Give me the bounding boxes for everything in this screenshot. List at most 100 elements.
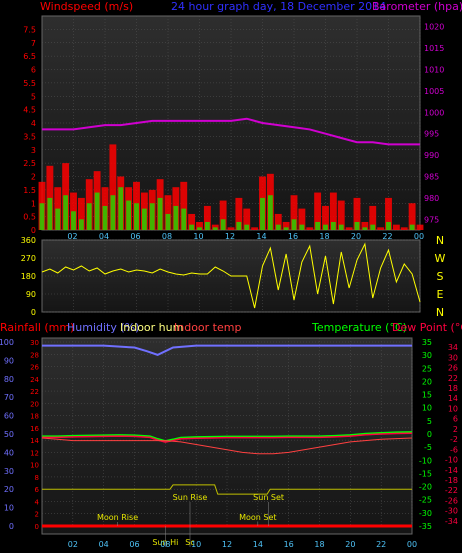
temperature-axis: -35 -30 -25 -20 -15 -10 -5 0 5 10 15 20 25 30 35: [419, 338, 432, 531]
wind-average-bar: [47, 197, 53, 230]
tick-label: 0: [35, 523, 39, 531]
tick-label: 30: [30, 339, 39, 347]
wind-average-bar: [173, 205, 179, 230]
tick-label: 7: [31, 39, 36, 48]
windspeed-bar: [369, 205, 377, 230]
annotation-label: Moon Rise: [97, 513, 138, 522]
tick-label: 2: [31, 173, 36, 182]
tick-label: 12: [222, 540, 232, 549]
tick-label: 0: [31, 308, 36, 317]
tick-label: 30: [4, 467, 14, 476]
windspeed-bar: [282, 221, 290, 230]
annotation-label: Sun Set: [253, 493, 284, 502]
tick-label: 00: [407, 540, 417, 549]
tick-label: -6: [450, 445, 458, 454]
wind-average-bar: [260, 197, 265, 230]
indoor-hum-label: Indoor hum: [120, 321, 183, 334]
tick-label: 3: [31, 146, 36, 155]
windspeed-axis: 0 0.5 1 1.5 2 2.5 3 3.5 4 4.5 5 5.5 6 6.5 7 7.5: [23, 25, 36, 235]
wind-average-bar: [39, 203, 45, 230]
tick-label: 18: [30, 413, 39, 421]
tick-label: 5.5: [23, 79, 36, 88]
windspeed-bar: [392, 224, 400, 230]
windspeed-bar: [109, 144, 117, 230]
barometer-axis: 975 980 985 990 995 1000 1005 1010 1015 1020: [424, 23, 444, 225]
tick-label: -30: [445, 507, 458, 516]
tick-label: 02: [67, 232, 77, 241]
tick-label: 14: [448, 394, 458, 403]
tick-label: 06: [129, 540, 139, 549]
tick-label: 990: [424, 151, 439, 160]
tick-label: 6: [35, 486, 40, 494]
tick-label: 6: [453, 415, 458, 424]
windspeed-bar: [400, 227, 408, 230]
tick-label: 04: [99, 232, 109, 241]
tick-label: 34: [448, 343, 458, 352]
wind-average-bar: [63, 195, 69, 230]
tick-label: 60: [4, 412, 14, 421]
compass-label: N: [436, 306, 444, 319]
tick-label: 3.5: [23, 132, 36, 141]
tick-label: 20: [30, 400, 39, 408]
temp-time-axis: 02 04 06 08 10 12 14 16 18 20 22 00: [68, 540, 417, 549]
tick-label: -10: [445, 456, 458, 465]
annotation-label: Moon Set: [239, 513, 276, 522]
tick-label: 0: [9, 522, 14, 531]
windspeed-bar: [235, 197, 243, 230]
wind-average-bar: [354, 221, 360, 230]
windspeed-bar: [243, 208, 251, 230]
wind-average-bar: [86, 203, 92, 230]
tick-label: 18: [314, 540, 324, 549]
tick-label: 16: [284, 540, 294, 549]
windspeed-bar: [337, 200, 345, 230]
tick-label: -30: [419, 509, 432, 518]
windspeed-bar: [203, 205, 211, 230]
tick-label: 04: [99, 540, 109, 549]
wind-average-bar: [283, 227, 289, 230]
windspeed-bar: [408, 203, 416, 230]
wind-panel: 00.511.522.533.544.555.566.577.5 9759809…: [23, 15, 444, 241]
windspeed-bar: [329, 192, 337, 230]
windspeed-bar: [290, 195, 298, 230]
tick-label: -18: [445, 476, 458, 485]
barometer-label: Barometer (hpa): [372, 0, 462, 13]
tick-label: 08: [160, 540, 170, 549]
tick-label: 22: [30, 388, 39, 396]
wind-average-bar: [149, 203, 155, 230]
tick-label: 24: [30, 376, 39, 384]
temp-series: [41, 344, 413, 528]
astro-annotations: Moon Rise Sun Rise Sun Set Moon Set Sun Hi Sc: [97, 493, 284, 547]
windspeed-bar: [377, 227, 385, 230]
tick-label: 1005: [424, 87, 444, 96]
tick-label: 10: [191, 540, 201, 549]
wind-average-bar: [157, 197, 163, 230]
tick-label: 360: [21, 236, 36, 245]
tick-label: 90: [26, 290, 36, 299]
tick-label: 30: [448, 353, 458, 362]
tick-label: 06: [130, 232, 140, 241]
tick-label: 1: [31, 199, 36, 208]
tick-label: 20: [4, 485, 14, 494]
windspeed-bar: [345, 227, 353, 230]
wind-average-bar: [181, 208, 187, 230]
wind-average-bar: [291, 219, 297, 230]
temperature-label: Temperature (°C): [311, 321, 407, 334]
tick-label: 00: [414, 232, 424, 241]
tick-label: 22: [382, 232, 392, 241]
annotation-label: Sun Hi: [152, 538, 178, 547]
tick-label: 10: [422, 404, 432, 413]
tick-label: 28: [30, 351, 39, 359]
windspeed-bar: [180, 181, 188, 230]
tick-label: 16: [30, 425, 39, 433]
tick-label: -2: [450, 435, 458, 444]
tick-label: 980: [424, 194, 439, 203]
series-line: [42, 432, 413, 443]
series-line: [42, 431, 413, 443]
tick-label: 0: [31, 226, 36, 235]
windspeed-bar: [251, 227, 259, 230]
tick-label: 270: [21, 254, 36, 263]
wind-average-bar: [236, 221, 242, 230]
compass-label: S: [437, 270, 444, 283]
